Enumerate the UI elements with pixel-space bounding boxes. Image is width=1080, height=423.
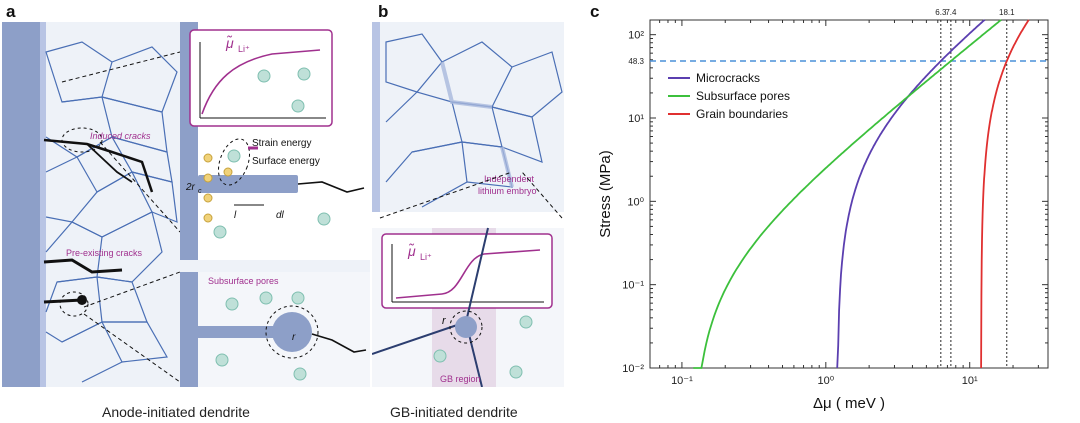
panel-b-label: b bbox=[378, 2, 389, 21]
legend-label: Grain boundaries bbox=[696, 107, 788, 121]
series-line-subsurface-pores bbox=[693, 19, 1002, 369]
vertical-marker-label: 6.3 bbox=[935, 8, 947, 17]
panel-b-illustration: Independent lithium embryo μ̃ Li⁺ r GB r… bbox=[372, 22, 564, 387]
legend-label: Microcracks bbox=[696, 71, 760, 85]
subsurface-pores-label: Subsurface pores bbox=[208, 276, 279, 286]
vertical-marker-label: 7.4 bbox=[945, 8, 957, 17]
radius-label-b: r bbox=[442, 315, 447, 327]
panel-a-illustration: Induced cracks Pre-existing cracks μ̃ Li… bbox=[2, 22, 370, 387]
inset-b-formula-sub: Li⁺ bbox=[420, 252, 432, 262]
radius-label-a: 2r bbox=[185, 182, 196, 193]
panel-b-caption: GB-initiated dendrite bbox=[390, 404, 518, 420]
preexisting-cracks-label: Pre-existing cracks bbox=[66, 248, 143, 258]
inset-a-formula: μ̃ bbox=[225, 35, 234, 51]
embryo-label-line1: Independent bbox=[484, 174, 535, 184]
strain-energy-label: Strain energy bbox=[252, 138, 311, 149]
inset-b-formula: μ̃ bbox=[407, 243, 416, 259]
series-line-grain-boundaries bbox=[980, 19, 1030, 369]
reference-line-label: 48.3 bbox=[628, 57, 644, 66]
svg-text:c: c bbox=[198, 188, 202, 195]
panel-a-caption: Anode-initiated dendrite bbox=[102, 404, 250, 420]
y-tick-label: 10¹ bbox=[628, 113, 644, 125]
stress-chart: 10⁻² 10⁻¹ 10⁰ 10¹ 10² 10⁻¹ 10⁰ 10¹ Δμ ( meV ) Str… bbox=[597, 8, 1049, 412]
dl-label: dl bbox=[276, 210, 285, 221]
x-tick-label: 10⁻¹ bbox=[671, 375, 693, 387]
legend-label: Subsurface pores bbox=[696, 89, 790, 103]
x-tick-label: 10¹ bbox=[962, 375, 978, 387]
inset-a-formula-sub: Li⁺ bbox=[238, 44, 250, 54]
pore-radius-label: r bbox=[292, 332, 296, 343]
y-tick-label: 10² bbox=[628, 30, 644, 42]
y-tick-label: 10⁻¹ bbox=[622, 280, 644, 292]
gb-region-label: GB region bbox=[440, 374, 481, 384]
surface-energy-label: Surface energy bbox=[252, 156, 320, 167]
panel-a-label: a bbox=[6, 2, 16, 21]
induced-cracks-label: Induced cracks bbox=[90, 131, 151, 141]
vertical-marker-label: 18.1 bbox=[999, 8, 1015, 17]
x-axis-label: Δμ ( meV ) bbox=[813, 395, 885, 412]
y-tick-label: 10⁻² bbox=[622, 363, 644, 375]
y-tick-label: 10⁰ bbox=[627, 196, 644, 208]
embryo-label-line2: lithium embryo bbox=[478, 186, 537, 196]
panel-c-label: c bbox=[590, 2, 600, 21]
x-tick-label: 10⁰ bbox=[817, 375, 834, 387]
length-label: l bbox=[234, 210, 237, 221]
y-axis-label: Stress (MPa) bbox=[597, 150, 614, 238]
